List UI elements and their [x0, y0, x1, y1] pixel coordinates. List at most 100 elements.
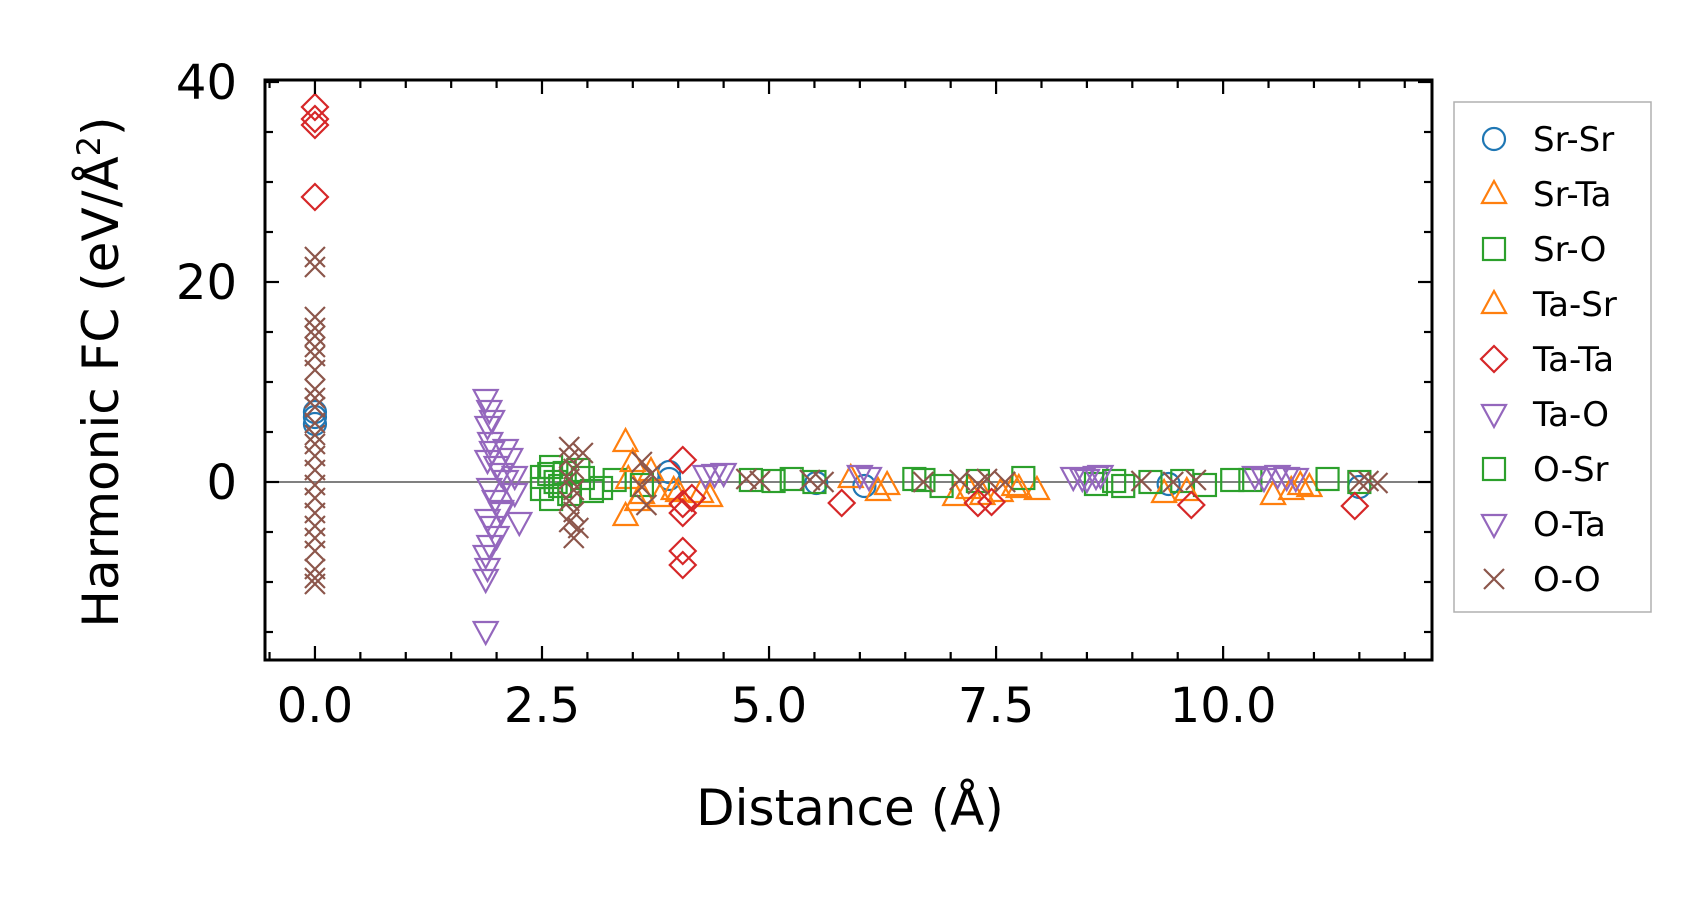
legend: Sr-Sr Sr-Ta Sr-O Ta-Sr Ta-Ta Ta-O O-Sr O-Ta O-O [1453, 101, 1652, 613]
series-o-o [304, 246, 1389, 595]
point-ta-ta [668, 489, 698, 519]
point-sr-ta [1150, 477, 1178, 504]
point-o-o [1357, 470, 1380, 492]
point-sr-o [1238, 467, 1263, 493]
point-o-o [749, 470, 771, 492]
point-o-o [558, 511, 581, 533]
point-o-o [304, 567, 326, 589]
point-o-o [304, 359, 326, 381]
point-o-o [304, 336, 326, 358]
point-o-ta [478, 409, 506, 436]
point-o-o [799, 469, 821, 491]
point-sr-ta [941, 480, 970, 507]
point-o-o [304, 540, 326, 562]
point-o-o [1348, 471, 1371, 493]
legend-label-sr-ta: Sr-Ta [1533, 175, 1612, 215]
point-o-o [558, 468, 581, 490]
point-o-ta [700, 463, 729, 490]
point-ta-ta [668, 536, 698, 566]
plot-area [265, 92, 1432, 647]
point-sr-o [1192, 472, 1218, 498]
point-ta-sr [1286, 469, 1315, 496]
point-o-ta [855, 466, 883, 493]
legend-label-ta-o: Ta-O [1532, 395, 1609, 435]
point-o-sr [779, 466, 804, 492]
point-sr-o [1111, 473, 1136, 499]
legend-label-o-o: O-O [1533, 560, 1601, 600]
point-o-o [631, 476, 653, 498]
legend-marker-ta-o [1480, 403, 1508, 430]
point-o-o [948, 469, 971, 491]
point-ta-o [845, 464, 874, 491]
point-o-o [304, 459, 326, 481]
point-ta-ta [677, 483, 707, 513]
x-axis-label: Distance (Å) [696, 779, 1004, 837]
x-tick-label: 5.0 [731, 678, 807, 734]
series-sr-ta [611, 426, 1324, 527]
point-o-ta [471, 568, 500, 595]
y-tick-label: 20 [176, 255, 237, 311]
point-o-o [567, 517, 590, 539]
legend-marker-o-ta [1480, 513, 1508, 540]
point-o-o [304, 515, 326, 537]
point-sr-ta [986, 476, 1015, 503]
point-ta-o [471, 544, 500, 571]
y-tick-label: 0 [206, 455, 237, 511]
point-o-o [304, 306, 326, 328]
point-sr-ta [1295, 471, 1324, 498]
point-o-o [635, 494, 658, 516]
y-axis-label-close: ) [72, 116, 130, 136]
legend-label-sr-o: Sr-O [1533, 230, 1606, 270]
y-axis-label-main: Harmonic FC (eV/Å [72, 156, 130, 627]
point-ta-ta [668, 550, 698, 580]
legend-marker-ta-ta [1479, 344, 1509, 374]
point-ta-ta [300, 182, 330, 212]
point-ta-sr [664, 476, 693, 503]
point-o-o [304, 558, 326, 580]
point-ta-o [473, 415, 502, 442]
series-sr-sr [302, 399, 1372, 500]
legend-marker-sr-o [1481, 236, 1507, 262]
y-axis-label: Harmonic FC (eV/Å2) [70, 116, 130, 627]
point-o-o [572, 442, 594, 464]
point-sr-ta [864, 475, 892, 502]
point-sr-ta [611, 426, 640, 453]
point-o-ta [1059, 466, 1088, 493]
point-ta-ta [300, 110, 330, 140]
legend-marker-o-sr [1481, 456, 1507, 482]
point-o-o [558, 447, 581, 469]
legend-label-o-ta: O-Ta [1533, 505, 1606, 545]
legend-label-ta-ta: Ta-Ta [1532, 340, 1614, 380]
point-o-ta [471, 620, 500, 647]
point-o-o [912, 471, 935, 493]
point-o-o [640, 463, 662, 485]
point-sr-o [588, 475, 614, 501]
point-ta-sr [623, 485, 652, 512]
legend-label-sr-sr: Sr-Sr [1533, 120, 1614, 160]
point-o-ta [1281, 467, 1310, 494]
axes: 0.0 2.5 5.0 7.5 10.0 0 20 40 [176, 55, 1434, 734]
legend-marker-sr-ta [1480, 178, 1508, 205]
point-ta-ta [976, 487, 1007, 517]
point-o-ta [491, 438, 520, 465]
point-o-ta [487, 501, 515, 528]
legend-marker-sr-sr [1481, 126, 1507, 152]
point-o-o [304, 325, 326, 347]
point-sr-o [1315, 466, 1340, 492]
point-ta-ta [1176, 490, 1206, 520]
point-o-sr [579, 478, 605, 504]
point-ta-ta [1340, 491, 1370, 521]
point-o-o [1162, 471, 1184, 493]
point-o-o [1366, 472, 1389, 494]
point-ta-sr [1004, 472, 1033, 499]
point-o-o [812, 471, 835, 493]
point-o-o [304, 573, 326, 595]
point-o-sr [911, 467, 936, 493]
point-sr-ta [836, 462, 865, 489]
point-sr-o [538, 454, 564, 480]
point-ta-ta [668, 498, 698, 528]
point-sr-o [538, 486, 564, 512]
legend-marker-o-o [1483, 568, 1505, 590]
point-ta-o [1241, 465, 1269, 492]
